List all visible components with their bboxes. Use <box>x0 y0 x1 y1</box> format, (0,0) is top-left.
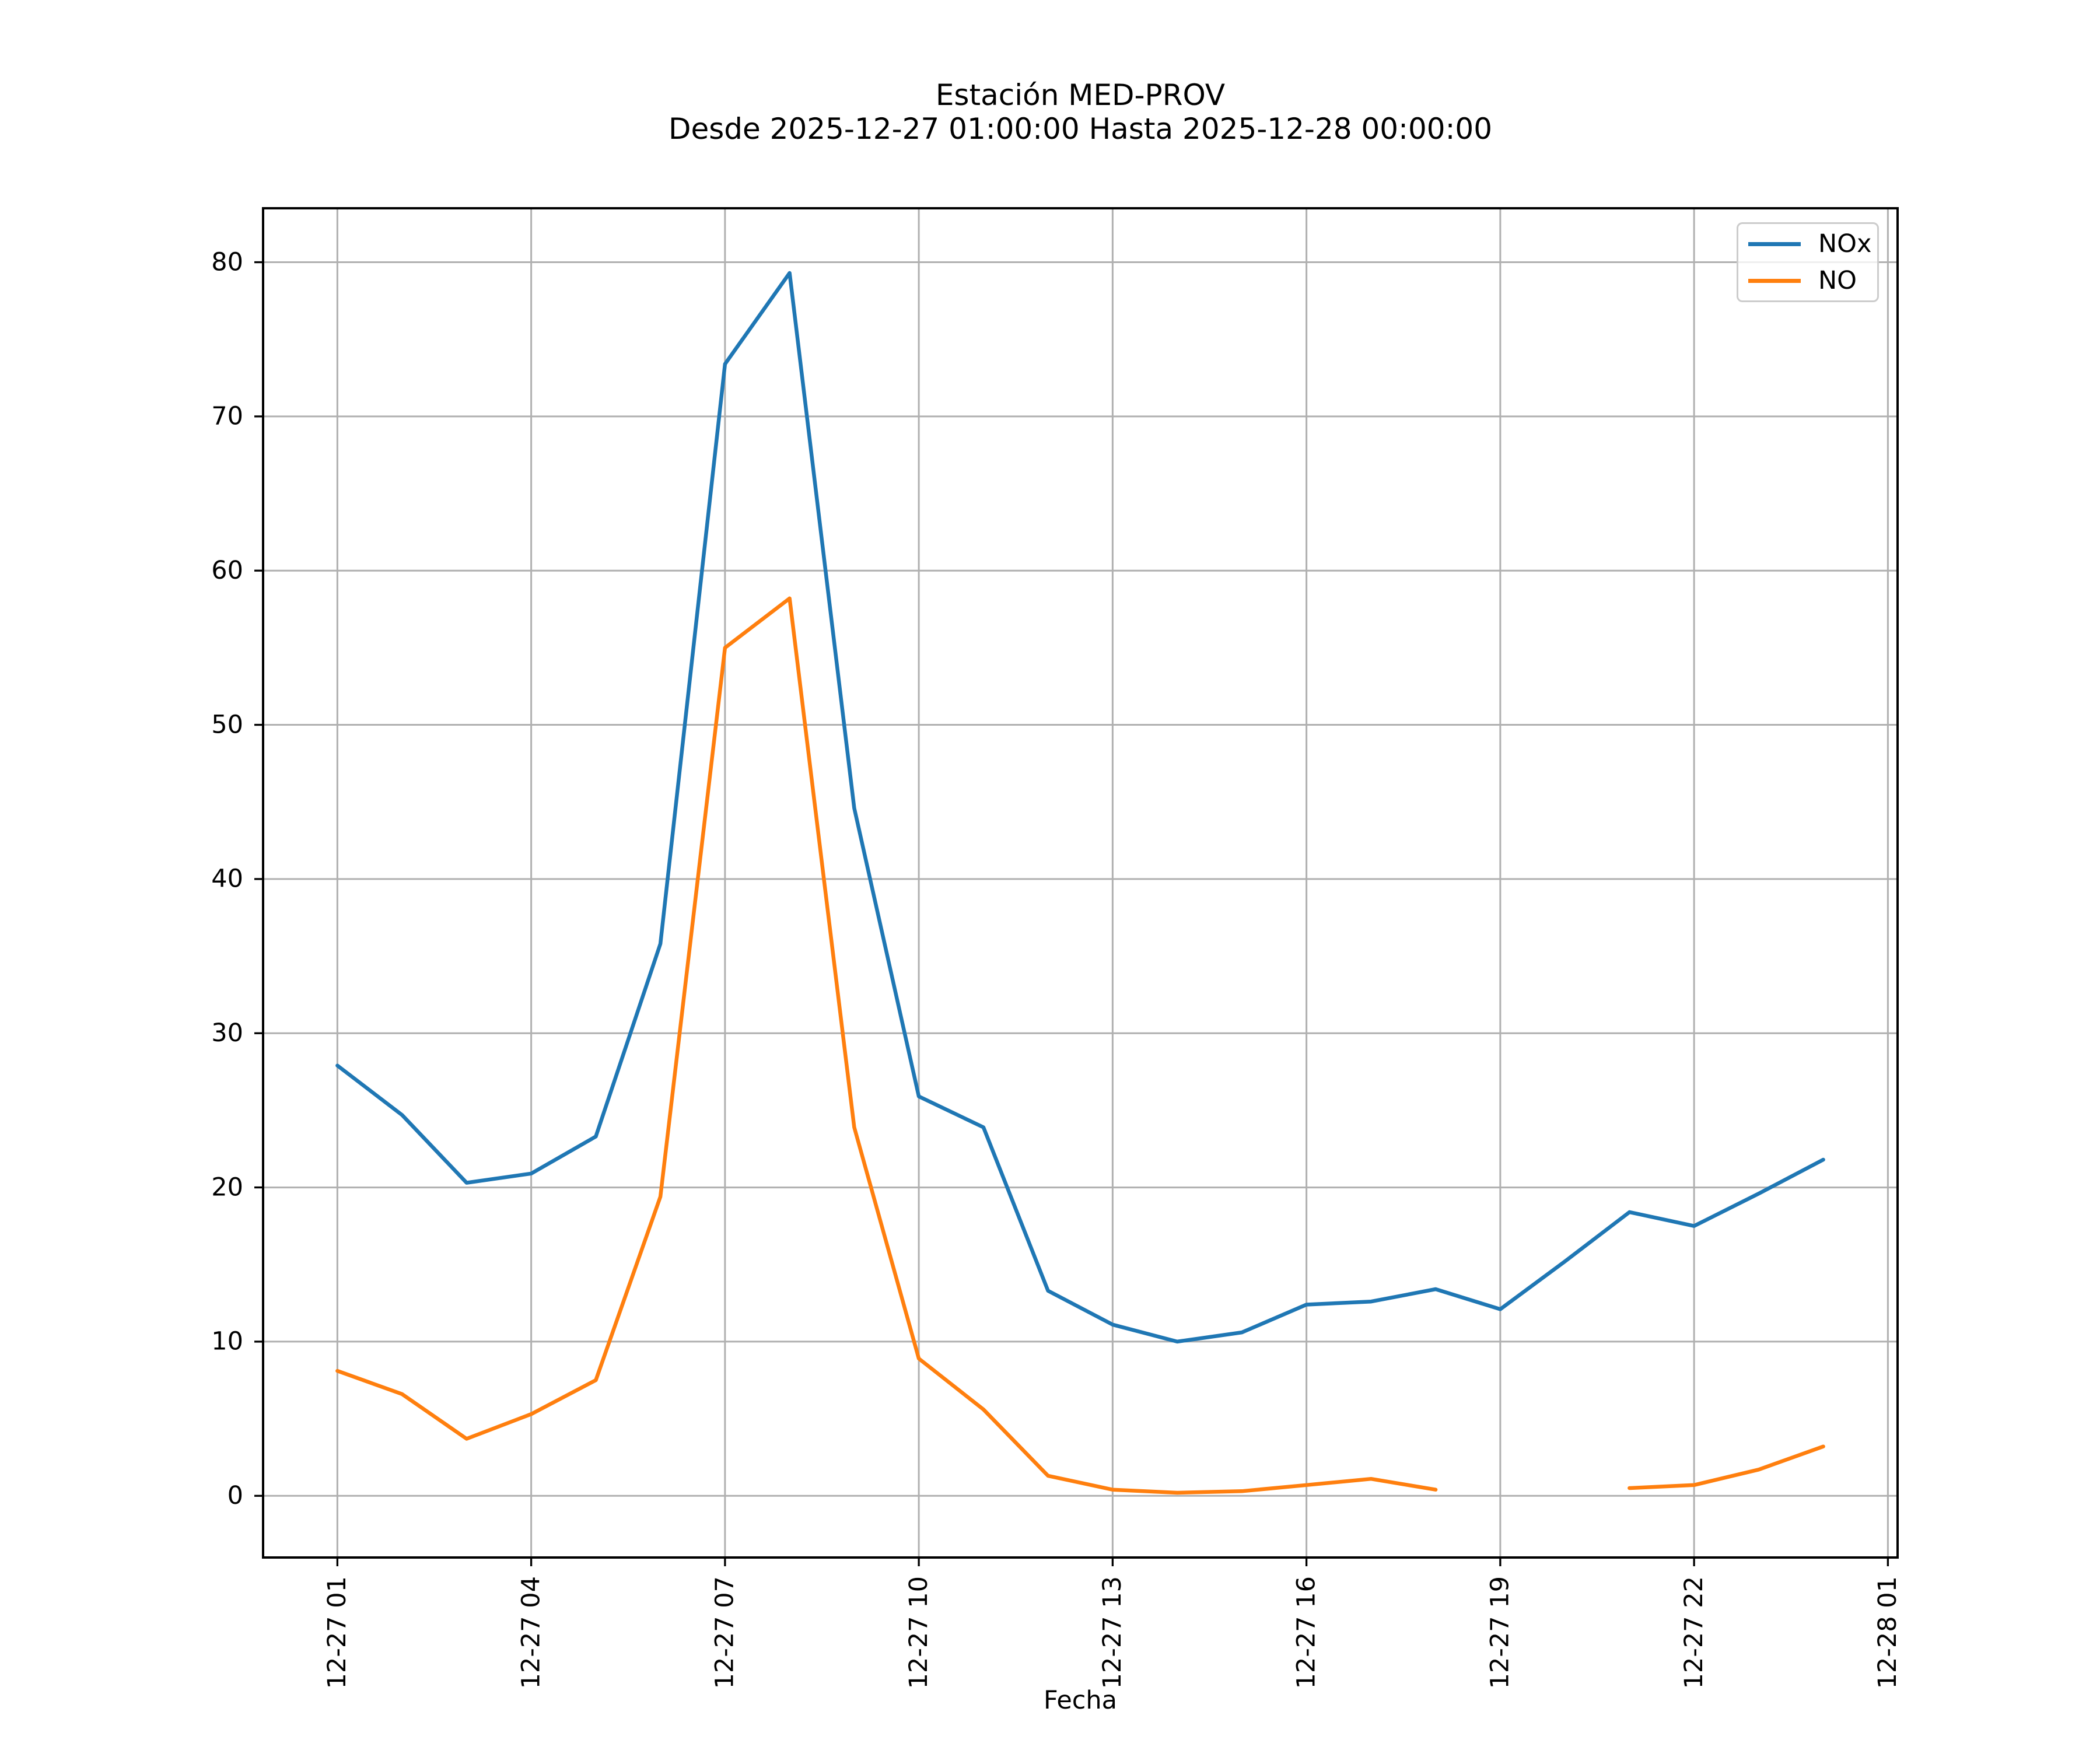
x-tick-label: 12-27 04 <box>516 1576 545 1689</box>
series-line-no <box>335 596 1825 1495</box>
x-tick-label: 12-28 01 <box>1873 1576 1902 1689</box>
y-tick-label: 80 <box>211 247 243 276</box>
y-tick-label: 70 <box>211 402 243 431</box>
x-tick-label: 12-27 07 <box>710 1576 740 1689</box>
x-tick-label: 12-27 16 <box>1292 1576 1321 1689</box>
y-tick-label: 50 <box>211 710 243 739</box>
y-tick-label: 40 <box>211 864 243 894</box>
y-tick-label: 30 <box>211 1019 243 1048</box>
chart-subtitle: Desde 2025-12-27 01:00:00 Hasta 2025-12-… <box>668 112 1493 146</box>
x-tick-label: 12-27 10 <box>904 1576 933 1689</box>
legend: NOx NO <box>1737 222 1879 302</box>
x-tick-label: 12-27 22 <box>1679 1576 1709 1689</box>
no-line-swatch <box>1748 278 1801 283</box>
chart-title: Estación MED-PROV <box>935 78 1226 112</box>
chart-title-block: Estación MED-PROV Desde 2025-12-27 01:00… <box>263 78 1898 146</box>
nox-line-swatch <box>1748 242 1801 246</box>
y-tick-label: 10 <box>211 1327 243 1356</box>
x-axis-label: Fecha <box>1043 1686 1118 1715</box>
y-tick-label: 20 <box>211 1172 243 1202</box>
y-tick-label: 0 <box>228 1481 243 1510</box>
legend-label-no: NO <box>1818 266 1857 295</box>
legend-item-nox: NOx <box>1738 226 1877 262</box>
legend-label-nox: NOx <box>1818 229 1872 258</box>
x-tick-label: 12-27 19 <box>1486 1576 1515 1689</box>
x-tick-label: 12-27 01 <box>323 1576 352 1689</box>
legend-item-no: NO <box>1738 262 1877 299</box>
axes-spines <box>262 207 1899 1559</box>
series-line-nox <box>335 271 1825 1344</box>
x-tick-label: 12-27 13 <box>1098 1576 1127 1689</box>
y-tick-label: 60 <box>211 556 243 585</box>
